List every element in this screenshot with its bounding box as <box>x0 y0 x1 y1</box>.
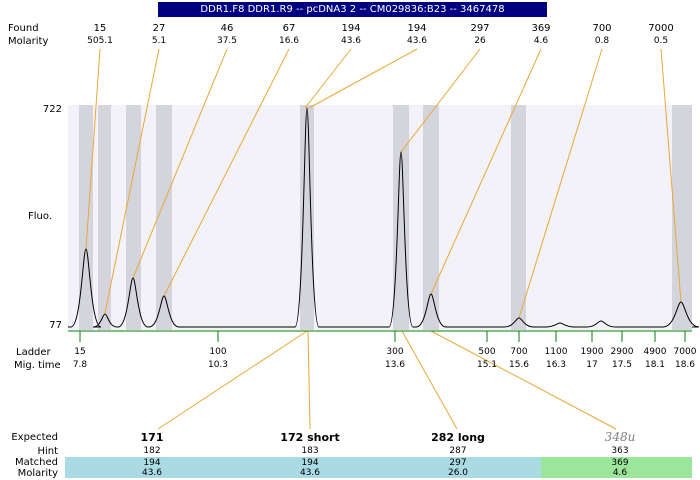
found-size-label: 46 <box>220 23 234 34</box>
molarity-table-row-label: Molarity <box>17 468 58 479</box>
peak-band <box>511 105 526 330</box>
ladder-size-label: 1900 <box>580 347 604 357</box>
peak-band <box>393 105 409 330</box>
found-molarity-label: 5.1 <box>151 36 167 46</box>
migtime-row-label: Mig. time <box>14 360 61 371</box>
matched-bar-blue <box>65 457 541 478</box>
ladder-migtime-label: 7.8 <box>72 360 88 370</box>
ladder-row-label: Ladder <box>16 347 51 358</box>
ladder-migtime-label: 13.6 <box>384 360 406 370</box>
ladder-size-label: 7000 <box>673 347 697 357</box>
hint-row-label: Hint <box>37 446 58 457</box>
expected-row-label: Expected <box>11 432 58 443</box>
peak-connector-line <box>518 48 603 319</box>
peak-connector-line <box>104 48 160 314</box>
ladder-size-label: 1100 <box>544 347 568 357</box>
expected-value: 348u <box>604 430 636 444</box>
peak-band <box>300 105 314 330</box>
hint-value: 363 <box>611 446 629 456</box>
ladder-size-label: 500 <box>478 347 496 357</box>
peak-connector-line <box>660 48 682 303</box>
hint-value: 287 <box>449 446 467 456</box>
matched-value: 297 <box>449 458 467 468</box>
expected-value: 172 short <box>280 431 340 444</box>
ladder-migtime-label: 15.6 <box>508 360 530 370</box>
yaxis-max-label: 722 <box>42 104 62 115</box>
found-size-label: 27 <box>152 23 166 34</box>
yaxis-title: Fluo. <box>28 211 52 222</box>
found-molarity-label: 43.6 <box>406 36 428 46</box>
matched-value: 369 <box>611 458 629 468</box>
molarity-value: 4.6 <box>612 468 628 478</box>
peak-connector-line <box>400 48 481 153</box>
peak-band <box>126 105 141 330</box>
found-size-label: 194 <box>407 23 427 34</box>
peak-connector-line <box>308 48 418 109</box>
matched-bar-green <box>541 457 692 478</box>
found-size-label: 700 <box>592 23 612 34</box>
peak-band <box>423 105 439 330</box>
match-connector-line <box>401 330 458 430</box>
expected-value: 282 long <box>431 431 485 444</box>
found-molarity-label: 4.6 <box>533 36 549 46</box>
matched-value: 194 <box>301 458 319 468</box>
peak-band <box>672 105 692 330</box>
found-molarity-label: 26 <box>474 36 486 46</box>
peak-connector-line <box>430 48 542 295</box>
found-molarity-label: 0.8 <box>594 36 610 46</box>
found-molarity-label: 16.6 <box>278 36 300 46</box>
peak-band <box>79 105 93 330</box>
molarity-row-label: Molarity <box>8 36 49 47</box>
peak-connector-line <box>85 48 101 250</box>
ladder-migtime-label: 16.3 <box>545 360 567 370</box>
peak-band <box>156 105 172 330</box>
ladder-size-label: 4900 <box>643 347 667 357</box>
ladder-migtime-label: 17 <box>586 360 598 370</box>
match-connector-line <box>307 330 311 430</box>
matched-row-label: Matched <box>14 457 58 468</box>
trace-path <box>68 107 700 328</box>
found-molarity-label: 505.1 <box>87 36 113 46</box>
yaxis-min-label: 77 <box>49 320 62 331</box>
ladder-migtime-label: 18.6 <box>674 360 696 370</box>
expected-value: 171 <box>140 431 164 444</box>
ladder-migtime-label: 15.1 <box>476 360 498 370</box>
ladder-size-label: 700 <box>510 347 528 357</box>
found-size-label: 369 <box>531 23 551 34</box>
title-bar: DDR1.F8 DDR1.R9 -- pcDNA3 2 -- CM029836:… <box>158 2 547 17</box>
found-size-label: 15 <box>93 23 107 34</box>
molarity-value: 43.6 <box>299 468 321 478</box>
found-size-label: 67 <box>282 23 296 34</box>
found-molarity-label: 0.5 <box>653 36 669 46</box>
found-size-label: 7000 <box>648 23 674 34</box>
molarity-value: 26.0 <box>447 468 469 478</box>
found-size-label: 297 <box>470 23 490 34</box>
ladder-size-label: 15 <box>74 347 86 357</box>
ladder-size-label: 2900 <box>610 347 634 357</box>
peak-connector-line <box>163 48 290 297</box>
found-size-label: 194 <box>341 23 361 34</box>
match-connector-line <box>430 330 617 430</box>
ladder-migtime-label: 10.3 <box>207 360 229 370</box>
found-molarity-label: 37.5 <box>216 36 238 46</box>
peak-band <box>98 105 111 330</box>
peak-connector-line <box>132 48 228 279</box>
found-row-label: Found <box>8 23 39 34</box>
hint-value: 183 <box>301 446 319 456</box>
ladder-migtime-label: 17.5 <box>611 360 633 370</box>
ladder-size-label: 100 <box>209 347 227 357</box>
matched-value: 194 <box>143 458 161 468</box>
hint-value: 182 <box>143 446 161 456</box>
ladder-migtime-label: 18.1 <box>644 360 666 370</box>
ladder-size-label: 300 <box>386 347 404 357</box>
match-connector-line <box>157 330 308 430</box>
peak-connector-line <box>304 48 352 109</box>
molarity-value: 43.6 <box>141 468 163 478</box>
found-molarity-label: 43.6 <box>340 36 362 46</box>
